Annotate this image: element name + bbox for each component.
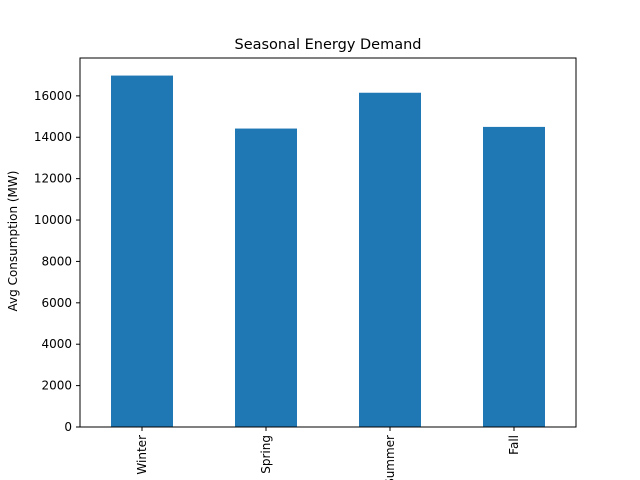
bars-group <box>111 75 545 428</box>
y-ticks-group: 0 2000 4000 6000 8000 10000 12000 14000 16000 <box>34 89 80 434</box>
x-tick-label-summer: Summer <box>383 435 397 480</box>
bar-fall <box>483 126 545 427</box>
y-tick-label: 16000 <box>34 89 72 103</box>
y-tick-label: 2000 <box>41 379 72 393</box>
x-ticks-group: Winter Spring Summer Fall <box>135 427 521 480</box>
y-tick-label: 8000 <box>41 254 72 268</box>
x-tick-label-winter: Winter <box>135 435 149 475</box>
y-tick-label: 4000 <box>41 337 72 351</box>
y-axis-label: Avg Consumption (MW) <box>6 171 20 312</box>
y-tick-label: 0 <box>64 420 72 434</box>
plot-frame <box>79 57 577 428</box>
y-tick-label: 6000 <box>41 296 72 310</box>
bar-summer <box>359 92 421 427</box>
y-tick-label: 10000 <box>34 213 72 227</box>
bar-spring <box>235 128 297 428</box>
x-tick-label-spring: Spring <box>259 435 273 474</box>
y-tick-label: 14000 <box>34 130 72 144</box>
y-tick-label: 12000 <box>34 172 72 186</box>
x-tick-label-fall: Fall <box>507 435 521 455</box>
chart-title: Seasonal Energy Demand <box>234 37 421 53</box>
bar-winter <box>111 75 173 428</box>
